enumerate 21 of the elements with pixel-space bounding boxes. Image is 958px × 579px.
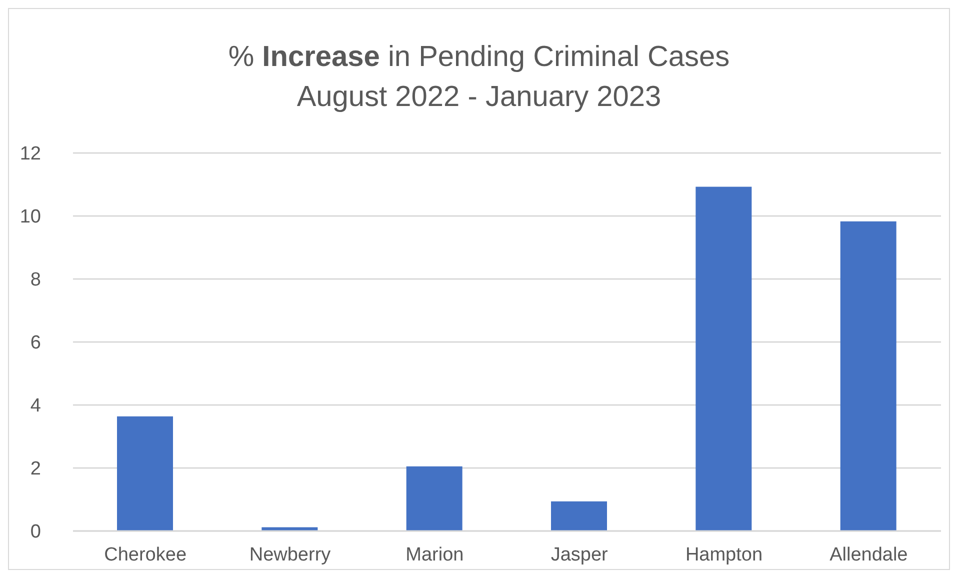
y-tick-label: 2 <box>30 458 41 480</box>
y-tick-label: 4 <box>30 396 42 417</box>
y-tick-label: 0 <box>30 522 41 543</box>
x-tick-label: Cherokee <box>104 544 187 566</box>
y-tick-label: 8 <box>30 270 41 291</box>
x-tick-label: Marion <box>406 544 464 566</box>
bar <box>696 186 752 531</box>
x-tick-label: Jasper <box>550 544 609 566</box>
x-tick-label: Allendale <box>830 544 908 566</box>
chart-title: % Increase in Pending Criminal Cases <box>228 41 730 73</box>
x-tick-label: Hampton <box>685 544 763 566</box>
bar <box>551 501 607 531</box>
bar <box>840 221 896 531</box>
y-tick-label: 12 <box>20 144 41 165</box>
bar <box>262 527 318 531</box>
bar <box>406 466 462 531</box>
x-tick-label: Newberry <box>249 544 332 566</box>
bar <box>117 416 173 531</box>
y-tick-label: 6 <box>30 332 41 354</box>
y-tick-label: 10 <box>20 206 41 228</box>
chart-subtitle: August 2022 - January 2023 <box>296 80 662 115</box>
